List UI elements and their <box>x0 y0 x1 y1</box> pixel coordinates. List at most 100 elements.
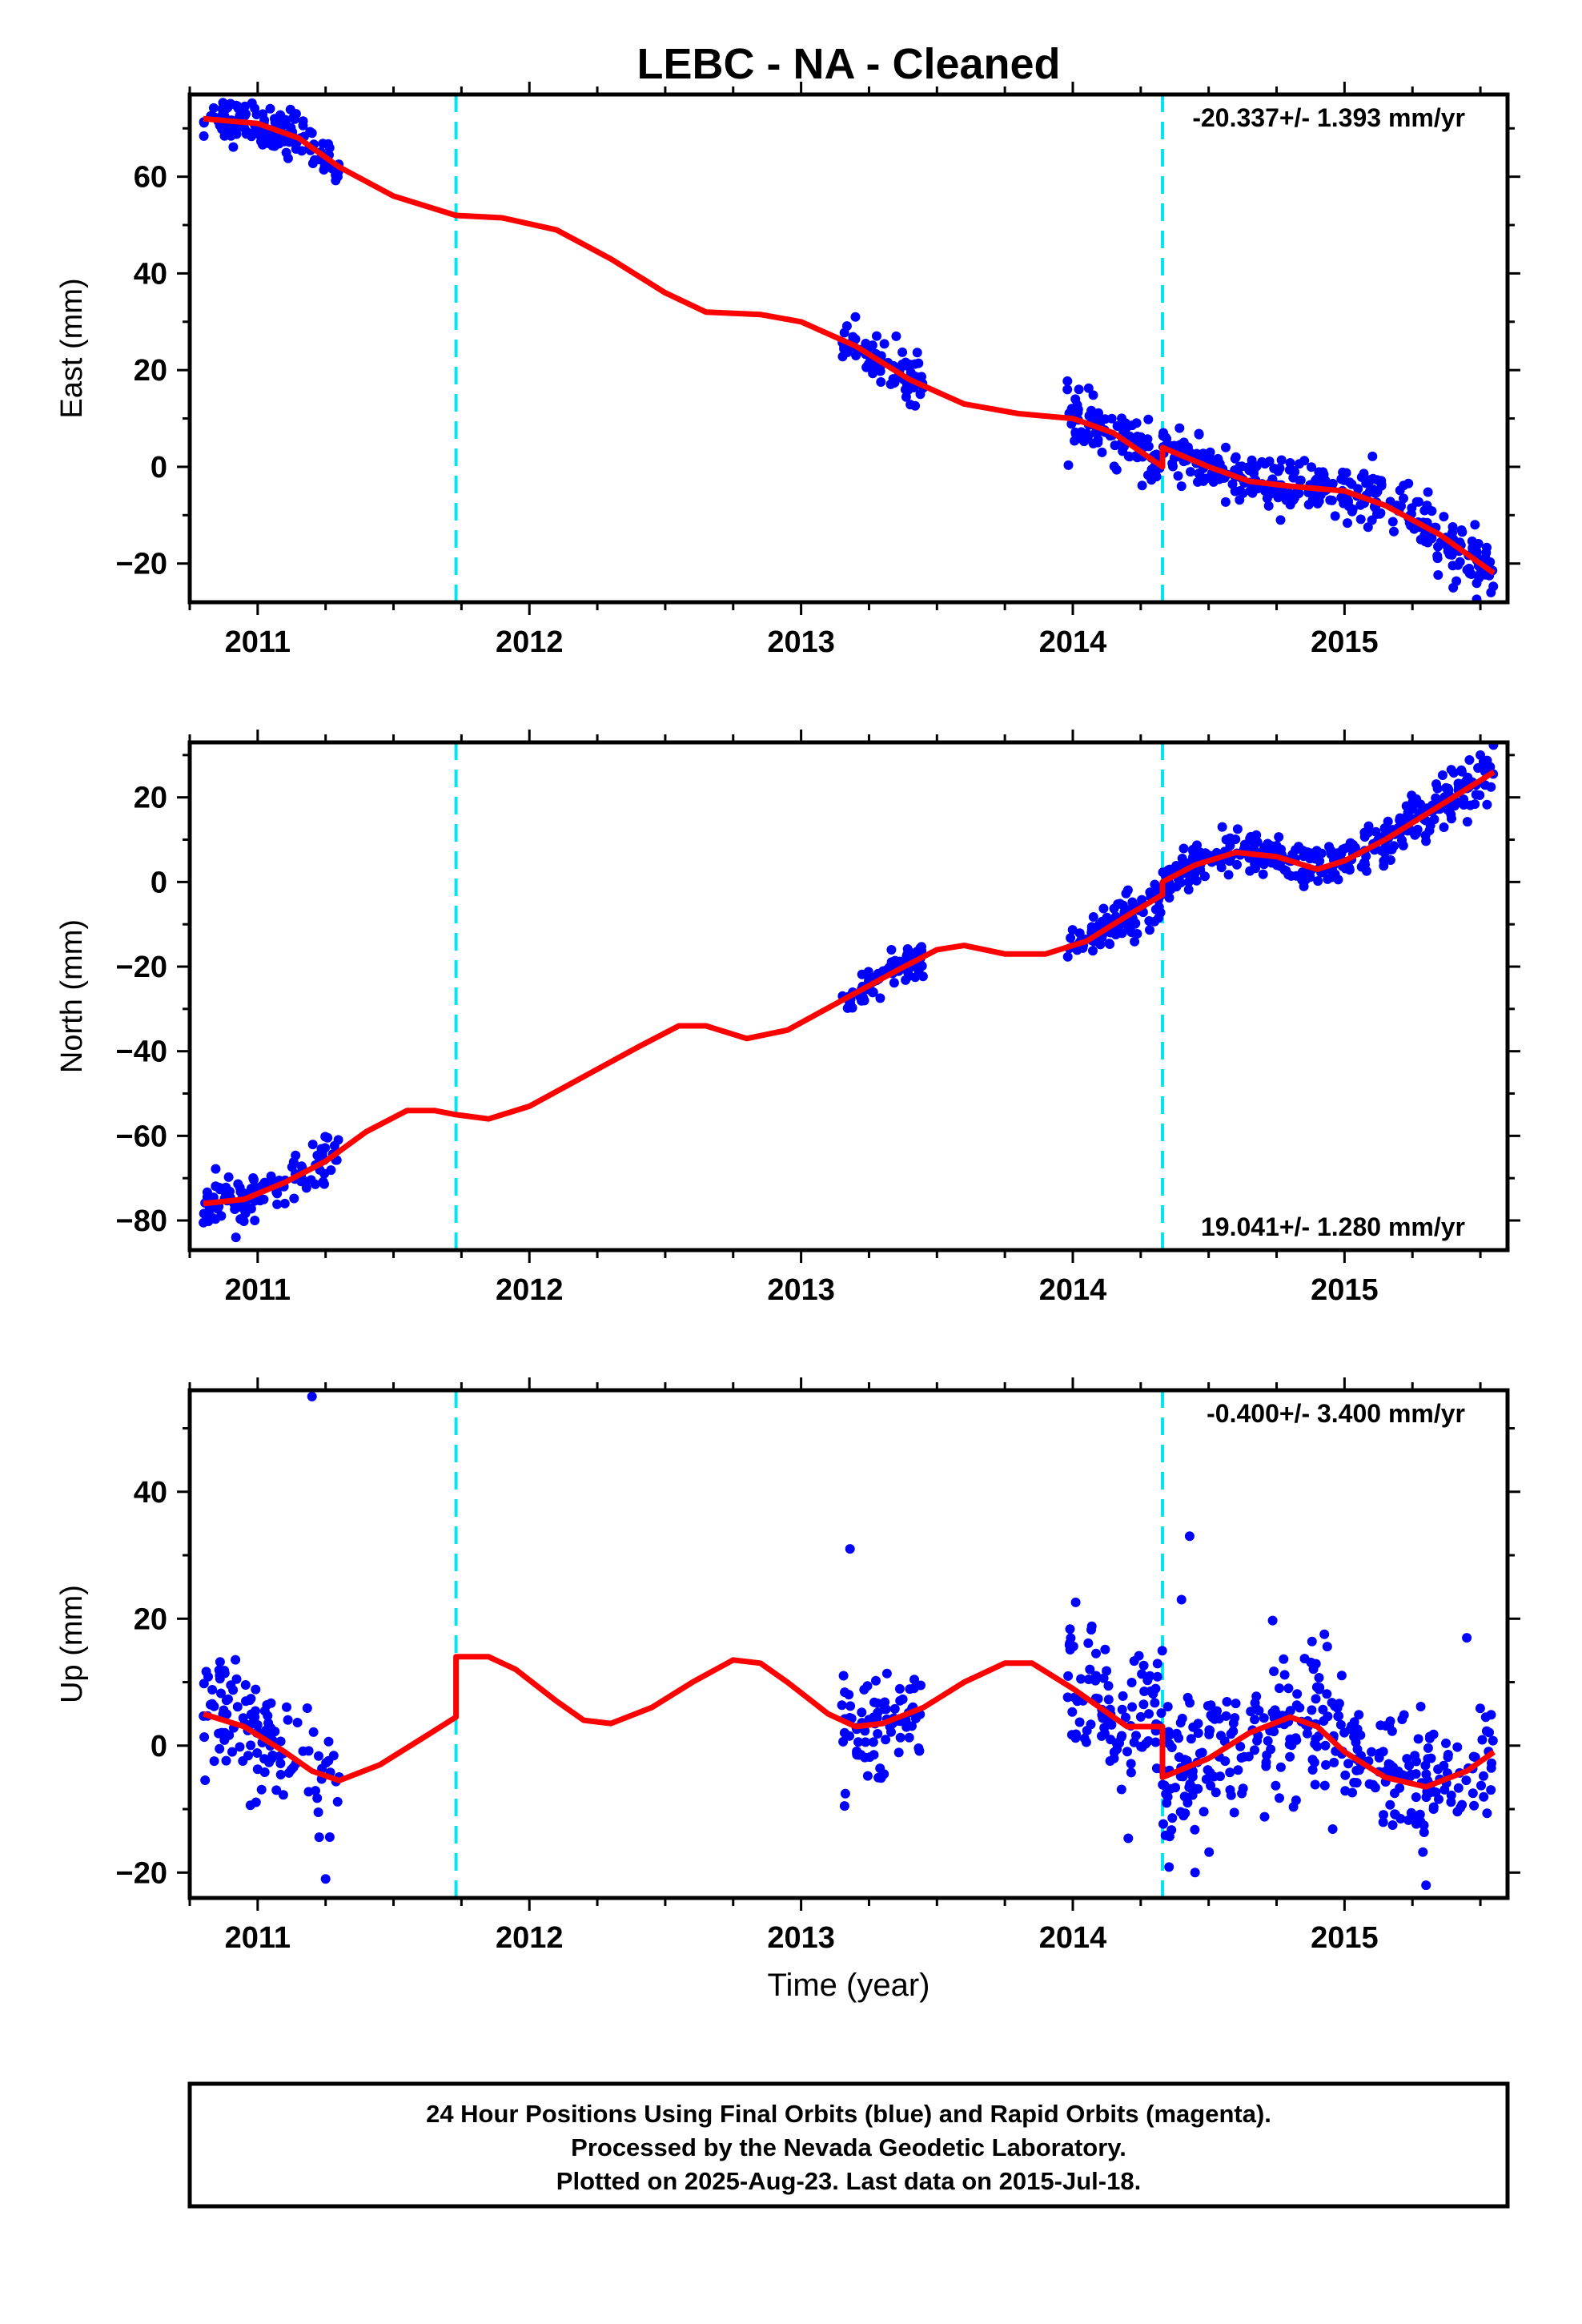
up-point <box>1091 1648 1101 1659</box>
north-observations <box>199 742 1499 1243</box>
north-point <box>1190 869 1200 879</box>
east-point <box>1355 514 1366 525</box>
up-point <box>1480 1712 1491 1723</box>
east-point <box>1275 515 1286 525</box>
up-point <box>1375 1720 1386 1731</box>
up-model-fit-line <box>202 1654 1496 1790</box>
north-point <box>1407 790 1417 801</box>
up-point <box>226 1680 236 1691</box>
north-point <box>1437 770 1447 780</box>
north-point <box>287 1162 297 1172</box>
up-point <box>1340 1770 1351 1780</box>
north-point <box>1118 900 1128 911</box>
north-point <box>1104 939 1114 949</box>
east-point <box>1285 458 1295 468</box>
up-point <box>1479 1771 1488 1781</box>
up-point <box>1403 1815 1414 1825</box>
north-point <box>333 1135 343 1145</box>
up-point <box>1378 1817 1388 1827</box>
east-y-tick-label: 40 <box>134 257 167 291</box>
up-point <box>1190 1824 1200 1835</box>
up-point <box>1319 1629 1330 1639</box>
east-point <box>298 116 308 127</box>
up-point <box>231 1674 242 1684</box>
north-point <box>868 987 878 998</box>
up-point <box>1461 1775 1472 1786</box>
up-point <box>215 1743 225 1754</box>
north-point <box>1166 884 1176 895</box>
up-point <box>1314 1684 1324 1695</box>
east-point <box>851 351 861 360</box>
up-point <box>275 1770 286 1779</box>
east-point <box>864 359 873 369</box>
east-point <box>1220 497 1231 507</box>
up-point <box>252 1748 263 1758</box>
up-point <box>1150 1737 1161 1747</box>
up-point <box>1250 1698 1260 1708</box>
up-point <box>1177 1713 1187 1723</box>
up-point <box>1295 1703 1305 1713</box>
up-point <box>1308 1664 1319 1675</box>
up-point <box>857 1707 867 1718</box>
up-point <box>1116 1784 1126 1795</box>
up-point <box>1067 1707 1078 1717</box>
north-point <box>1245 866 1255 876</box>
up-point <box>1186 1734 1196 1744</box>
up-point <box>909 1675 919 1685</box>
east-point <box>1314 496 1324 506</box>
north-point <box>1232 824 1243 834</box>
east-point <box>1427 533 1437 544</box>
east-point <box>259 130 269 140</box>
up-point <box>207 1685 218 1695</box>
east-point <box>1423 487 1433 497</box>
east-point <box>331 170 341 180</box>
up-point <box>223 1694 233 1704</box>
east-point <box>1147 466 1158 476</box>
east-y-tick-label: −20 <box>116 548 167 581</box>
up-point <box>1484 1727 1494 1738</box>
up-point <box>1287 1740 1297 1751</box>
north-point <box>1132 929 1142 939</box>
east-point <box>1359 468 1369 479</box>
up-point <box>1299 1654 1310 1664</box>
up-point <box>1164 1862 1174 1872</box>
up-point <box>1231 1699 1241 1709</box>
up-point <box>1368 1779 1379 1790</box>
up-point <box>275 1759 286 1768</box>
up-point <box>271 1785 282 1795</box>
north-model-fit-line <box>203 770 1496 1207</box>
up-point <box>303 1746 314 1756</box>
up-point <box>250 1712 260 1723</box>
up-point <box>1182 1755 1192 1766</box>
up-point <box>1103 1681 1114 1691</box>
north-point <box>323 1132 333 1143</box>
east-point <box>1198 448 1208 459</box>
east-point <box>1111 464 1122 475</box>
north-point <box>1145 925 1154 935</box>
north-point <box>306 1175 316 1185</box>
up-point <box>1098 1713 1108 1723</box>
up-point <box>1411 1792 1421 1803</box>
north-point <box>1470 799 1480 810</box>
up-point <box>1468 1751 1479 1762</box>
north-point <box>1062 951 1073 962</box>
up-point <box>1086 1621 1097 1631</box>
up-point <box>292 1718 303 1727</box>
up-point <box>875 1763 885 1774</box>
north-x-tick-label: 2014 <box>1039 1273 1107 1307</box>
up-point <box>251 1684 261 1695</box>
north-point <box>1127 897 1138 907</box>
north-y-tick-label: −40 <box>116 1035 167 1069</box>
north-x-tick-label: 2015 <box>1311 1273 1379 1307</box>
up-point <box>1211 1787 1221 1798</box>
north-outlier-point <box>231 1232 241 1243</box>
up-outlier-point <box>1421 1880 1431 1891</box>
up-point <box>873 1698 883 1708</box>
up-point <box>1415 1816 1426 1827</box>
up-outlier-point <box>1176 1594 1186 1605</box>
east-point <box>1167 458 1178 468</box>
north-point <box>859 995 869 1006</box>
east-point <box>1186 467 1195 477</box>
north-rate-label: 19.041+/- 1.280 mm/yr <box>1201 1212 1465 1241</box>
north-point <box>1178 843 1189 854</box>
